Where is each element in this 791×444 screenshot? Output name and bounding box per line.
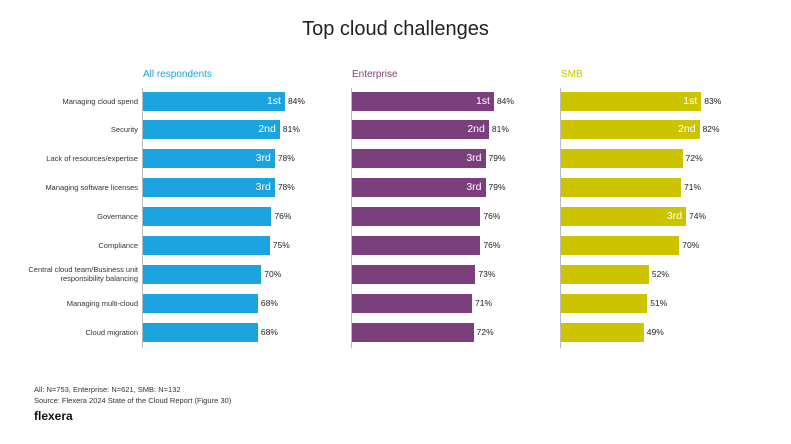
bar bbox=[352, 236, 481, 255]
value-label: 76% bbox=[274, 211, 292, 222]
value-label: 71% bbox=[683, 182, 701, 193]
value-label: 82% bbox=[702, 124, 720, 135]
bar bbox=[561, 264, 649, 284]
category-label: Managing multi-cloud bbox=[66, 298, 138, 308]
axis-line bbox=[351, 88, 352, 348]
value-label: 70% bbox=[264, 268, 282, 279]
category-label: Managing cloud spend bbox=[62, 96, 138, 106]
value-label: 73% bbox=[478, 268, 496, 279]
rank-label: 2nd bbox=[678, 123, 696, 136]
value-label: 49% bbox=[646, 326, 664, 337]
rank-label: 3rd bbox=[466, 152, 482, 165]
chart-title: Top cloud challenges bbox=[302, 18, 489, 40]
rank-label: 2nd bbox=[467, 123, 485, 136]
bar bbox=[561, 322, 644, 342]
rank-label: 1st bbox=[266, 94, 281, 107]
bar bbox=[143, 149, 275, 169]
value-label: 70% bbox=[682, 240, 700, 250]
bar bbox=[561, 207, 687, 227]
bar bbox=[561, 178, 681, 198]
bar bbox=[561, 149, 683, 169]
value-label: 68% bbox=[260, 326, 278, 337]
value-label: 75% bbox=[272, 240, 290, 250]
category-label: Lack of resources/expertise bbox=[46, 154, 138, 164]
bar bbox=[561, 236, 680, 255]
bar bbox=[352, 293, 472, 313]
value-label: 51% bbox=[650, 297, 668, 308]
value-label: 76% bbox=[483, 240, 501, 250]
bar bbox=[352, 178, 486, 198]
bar bbox=[143, 322, 258, 342]
bar bbox=[352, 149, 486, 169]
value-label: 79% bbox=[488, 153, 506, 164]
category-label: Compliance bbox=[98, 241, 138, 250]
bar bbox=[352, 264, 476, 284]
bar bbox=[561, 91, 702, 111]
value-label: 78% bbox=[277, 182, 295, 193]
value-label: 78% bbox=[277, 153, 295, 164]
bar bbox=[143, 91, 285, 111]
rank-label: 3rd bbox=[466, 181, 482, 194]
value-label: 81% bbox=[282, 124, 300, 135]
category-label: Security bbox=[110, 125, 138, 135]
bar bbox=[352, 120, 489, 140]
rank-label: 3rd bbox=[255, 152, 271, 165]
bar bbox=[143, 120, 280, 140]
axis-line bbox=[142, 88, 143, 348]
bar bbox=[143, 264, 262, 284]
panel-title: All respondents bbox=[143, 69, 212, 80]
rank-label: 3rd bbox=[666, 210, 683, 223]
panel-title: Enterprise bbox=[352, 69, 398, 80]
value-label: 83% bbox=[704, 95, 722, 106]
category-label: Central cloud team/Business unit respons… bbox=[28, 265, 138, 284]
axis-line bbox=[560, 88, 561, 348]
category-label: Managing software licenses bbox=[45, 183, 138, 193]
value-label: 84% bbox=[496, 95, 514, 106]
category-label: Governance bbox=[97, 212, 138, 222]
bar bbox=[143, 207, 272, 227]
rank-label: 3rd bbox=[255, 181, 271, 194]
bar bbox=[561, 293, 648, 313]
value-label: 72% bbox=[685, 153, 703, 164]
value-label: 76% bbox=[483, 211, 501, 222]
value-label: 71% bbox=[474, 297, 492, 308]
bar bbox=[561, 120, 700, 140]
rank-label: 1st bbox=[475, 94, 490, 107]
brand-logo: flexera bbox=[34, 409, 73, 423]
value-label: 84% bbox=[287, 95, 305, 106]
bar bbox=[352, 91, 494, 111]
value-label: 72% bbox=[476, 326, 494, 337]
sample-note: All: N=753, Enterprise: N=621, SMB: N=13… bbox=[34, 385, 181, 394]
rank-label: 1st bbox=[683, 94, 698, 107]
bar bbox=[352, 322, 474, 342]
value-label: 81% bbox=[491, 124, 509, 135]
bar bbox=[143, 293, 258, 313]
category-label: Cloud migration bbox=[85, 327, 138, 337]
bar bbox=[143, 236, 270, 255]
bar bbox=[352, 207, 481, 227]
panel-title: SMB bbox=[561, 69, 583, 80]
value-label: 68% bbox=[260, 297, 278, 308]
value-label: 52% bbox=[651, 268, 669, 279]
rank-label: 2nd bbox=[258, 123, 276, 136]
source-note: Source: Flexera 2024 State of the Cloud … bbox=[34, 396, 232, 405]
value-label: 79% bbox=[488, 182, 506, 193]
value-label: 74% bbox=[689, 211, 707, 222]
bar bbox=[143, 178, 275, 198]
